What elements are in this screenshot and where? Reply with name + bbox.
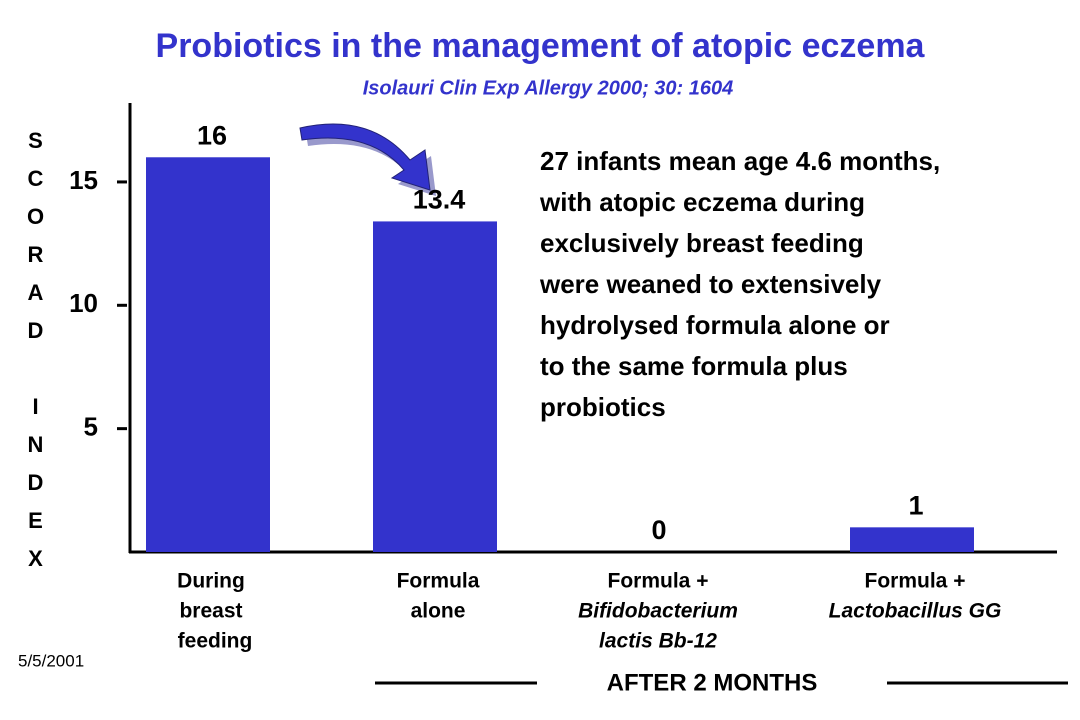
- annotation: 27 infants mean age 4.6 months,: [540, 146, 940, 176]
- y-axis-label: SCORAD INDEX: [23, 128, 48, 584]
- date: 5/5/2001: [18, 651, 84, 670]
- bar: [850, 527, 974, 552]
- x-tick-label: lactis Bb-12: [599, 630, 717, 653]
- data-label: 13.4: [413, 185, 466, 215]
- chart-subtitle: Isolauri Clin Exp Allergy 2000; 30: 1604: [363, 77, 734, 99]
- y-tick-label: 5: [84, 412, 98, 442]
- annotation: were weaned to extensively: [539, 269, 882, 299]
- x-axis-label: AFTER 2 MONTHS: [607, 669, 818, 696]
- x-tick-label: feeding: [178, 630, 253, 653]
- y-tick-label: 10: [69, 288, 98, 318]
- x-tick-label: alone: [411, 600, 466, 623]
- annotation: to the same formula plus: [540, 351, 848, 381]
- x-tick-label: Formula: [397, 570, 480, 593]
- data-label: 0: [651, 515, 666, 545]
- x-tick-label: Formula +: [608, 570, 709, 593]
- x-tick-label: During: [177, 570, 245, 593]
- x-tick-label: Formula +: [865, 570, 966, 593]
- data-label: 16: [197, 120, 227, 150]
- data-label: 1: [908, 490, 923, 520]
- annotation: exclusively breast feeding: [540, 228, 864, 258]
- x-tick-label: Bifidobacterium: [578, 600, 738, 623]
- x-tick-label: breast: [179, 600, 242, 623]
- annotation: hydrolysed formula alone or: [540, 310, 890, 340]
- chart-title: Probiotics in the management of atopic e…: [156, 27, 926, 65]
- bar: [373, 221, 497, 552]
- bar: [146, 157, 270, 552]
- annotation: with atopic eczema during: [539, 187, 865, 217]
- arrow: [299, 123, 436, 196]
- annotation: probiotics: [540, 392, 666, 422]
- y-tick-label: 15: [69, 165, 98, 195]
- x-tick-label: Lactobacillus GG: [829, 600, 1002, 623]
